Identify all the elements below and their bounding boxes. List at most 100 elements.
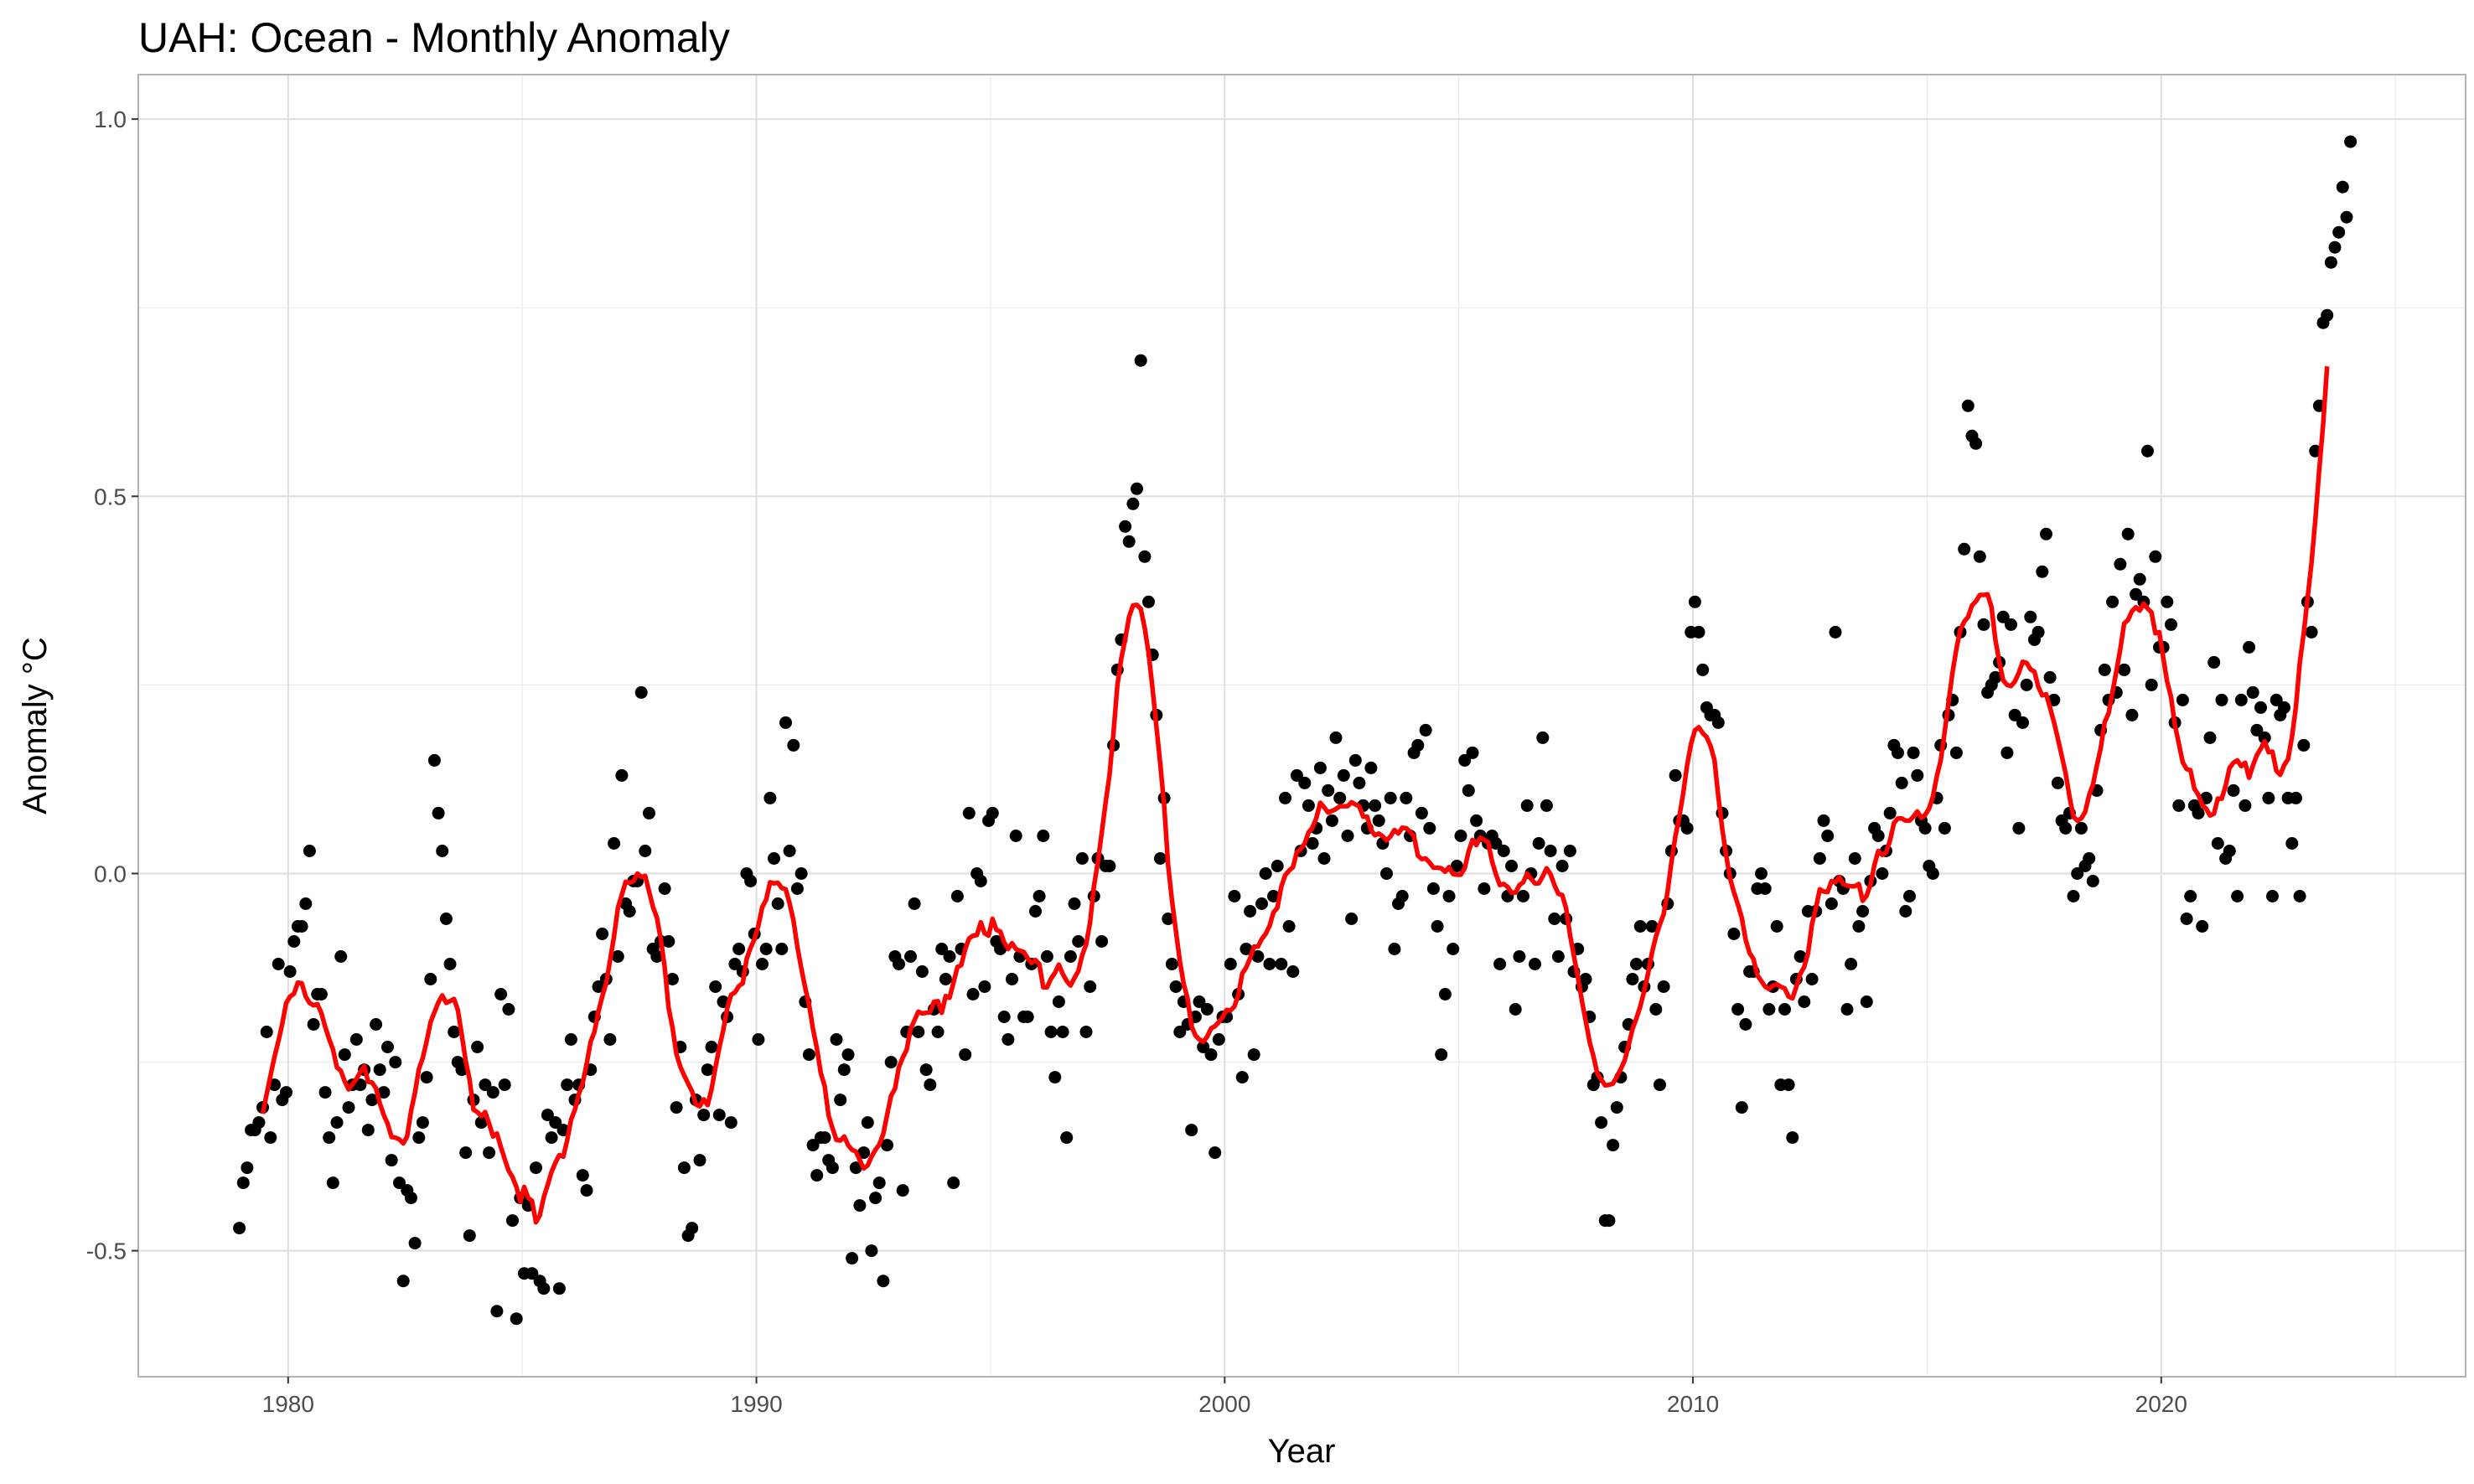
data-point (416, 1116, 429, 1130)
data-point (1860, 995, 1873, 1008)
data-point (494, 988, 508, 1001)
data-point (1240, 943, 1253, 955)
data-point (1142, 595, 1155, 608)
data-point (2258, 731, 2271, 744)
data-point (287, 935, 301, 948)
data-point (2203, 731, 2217, 744)
data-point (1348, 753, 1362, 767)
data-point (1876, 867, 1889, 880)
data-point (818, 1131, 831, 1145)
data-point (236, 1176, 250, 1190)
data-point (1969, 437, 1983, 450)
data-point (2114, 557, 2127, 571)
data-point (959, 1048, 972, 1062)
data-point (1821, 830, 1835, 842)
data-point (2231, 890, 2244, 902)
data-point (1692, 625, 1705, 639)
data-point (974, 875, 987, 887)
data-point (323, 1131, 336, 1145)
data-point (935, 943, 949, 955)
data-point (1926, 867, 1939, 880)
data-point (545, 1131, 558, 1145)
data-point (1782, 1078, 1795, 1092)
y-axis-title: Anomaly °C (17, 637, 54, 814)
data-point (1165, 958, 1178, 970)
data-point (2071, 867, 2084, 880)
data-point (2051, 776, 2064, 789)
x-tick-label: 1990 (730, 1391, 782, 1417)
data-point (1431, 920, 1444, 933)
data-point (1840, 1003, 1854, 1016)
data-point (1044, 1026, 1058, 1038)
data-point (849, 1161, 862, 1175)
data-point (1602, 1214, 1616, 1228)
data-point (1224, 958, 1237, 970)
data-point (1052, 995, 1065, 1008)
data-point (1075, 852, 1089, 865)
data-point (1134, 354, 1147, 367)
data-point (1228, 890, 1241, 902)
data-point (1333, 791, 1347, 804)
data-point (728, 958, 742, 970)
data-point (463, 1229, 476, 1243)
data-point (1731, 1003, 1745, 1016)
data-point (1786, 1131, 1799, 1145)
data-point (603, 1033, 617, 1046)
data-point (2172, 799, 2186, 812)
data-point (997, 1011, 1011, 1023)
data-point (361, 1124, 375, 1137)
data-point (525, 1267, 539, 1280)
data-point (552, 1282, 566, 1295)
data-point (794, 867, 808, 880)
data-point (1657, 980, 1670, 993)
data-point (1680, 821, 1694, 835)
data-point (1329, 731, 1343, 744)
data-point (2270, 693, 2283, 706)
data-point (943, 950, 956, 963)
gridlines (138, 75, 2466, 1377)
data-point (233, 1222, 246, 1235)
data-point (1131, 482, 1143, 495)
data-point (338, 1048, 351, 1062)
data-point (530, 1161, 542, 1175)
data-point (483, 1146, 496, 1160)
data-point (1162, 913, 1175, 925)
data-point (432, 806, 445, 820)
data-point (498, 1078, 511, 1092)
data-point (806, 1139, 820, 1152)
data-point (537, 1282, 551, 1295)
data-point (1973, 550, 1986, 563)
data-point (1778, 1003, 1791, 1016)
data-point (1275, 958, 1288, 970)
data-point (1072, 935, 1085, 948)
data-point (1977, 618, 1990, 631)
data-point (576, 1169, 589, 1182)
data-point (1426, 882, 1440, 895)
data-point (2254, 701, 2267, 714)
data-point (2262, 791, 2275, 804)
data-point (1871, 830, 1885, 842)
data-point (2024, 610, 2037, 623)
data-point (1529, 958, 1541, 970)
data-point (1048, 1071, 1062, 1084)
data-point (1645, 920, 1659, 933)
data-point (1033, 890, 1046, 902)
data-point (1282, 920, 1296, 933)
data-point (1903, 890, 1916, 902)
data-point (950, 890, 964, 902)
data-point (939, 973, 952, 985)
data-point (2239, 799, 2252, 812)
data-point (272, 958, 285, 970)
data-point (1313, 761, 1327, 774)
data-point (2243, 640, 2256, 654)
data-point (1317, 852, 1331, 865)
data-point (2149, 550, 2162, 563)
data-point (1290, 768, 1303, 782)
data-point (295, 920, 308, 933)
data-point (1607, 1139, 1620, 1152)
data-point (1470, 814, 1483, 827)
data-point (1267, 890, 1280, 902)
data-point (1009, 830, 1022, 842)
moving-average-line (260, 366, 2330, 1225)
data-point (1006, 973, 1018, 985)
